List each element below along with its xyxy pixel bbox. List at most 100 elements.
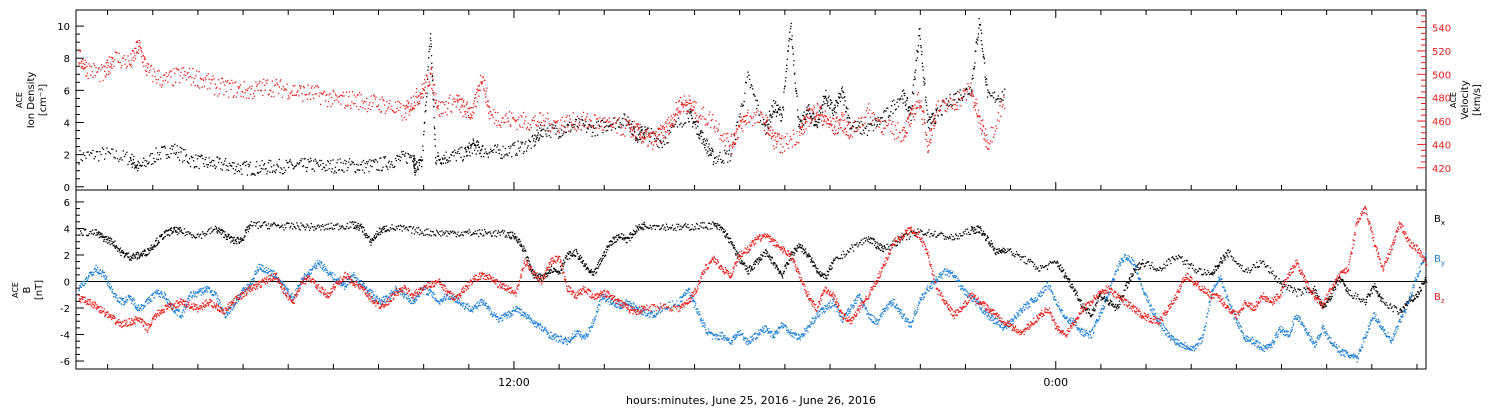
data-point bbox=[118, 160, 120, 162]
data-point bbox=[456, 152, 458, 154]
data-point bbox=[525, 141, 527, 143]
data-point bbox=[625, 238, 627, 240]
data-point bbox=[762, 255, 764, 257]
data-point bbox=[598, 260, 600, 262]
data-point bbox=[532, 119, 534, 121]
data-point bbox=[592, 126, 594, 128]
data-point bbox=[783, 137, 785, 139]
data-point bbox=[760, 112, 762, 114]
data-point bbox=[221, 228, 223, 231]
data-point bbox=[468, 142, 470, 144]
data-point bbox=[1102, 298, 1104, 300]
data-point bbox=[355, 226, 358, 228]
data-point bbox=[559, 272, 561, 274]
data-point bbox=[861, 244, 863, 246]
data-point bbox=[163, 236, 165, 239]
data-point bbox=[437, 105, 440, 107]
data-point bbox=[615, 122, 617, 125]
data-point bbox=[999, 250, 1001, 253]
data-point bbox=[1021, 256, 1023, 258]
data-point bbox=[1000, 97, 1002, 100]
data-point bbox=[876, 124, 879, 126]
data-point bbox=[331, 103, 333, 105]
data-point bbox=[507, 232, 509, 234]
data-point bbox=[429, 48, 431, 50]
data-point bbox=[498, 152, 500, 155]
data-point bbox=[378, 169, 380, 171]
data-point bbox=[346, 222, 349, 225]
data-point bbox=[945, 238, 947, 240]
data-point bbox=[825, 120, 827, 123]
data-point bbox=[821, 274, 823, 277]
data-point bbox=[773, 100, 775, 102]
data-point bbox=[357, 164, 359, 166]
data-point bbox=[541, 128, 543, 131]
data-point bbox=[217, 95, 219, 97]
data-point bbox=[795, 249, 798, 251]
data-point bbox=[579, 258, 581, 260]
data-point bbox=[835, 129, 837, 131]
data-point bbox=[175, 229, 177, 232]
data-point bbox=[819, 112, 822, 114]
data-point bbox=[742, 263, 744, 266]
data-point bbox=[236, 92, 238, 94]
data-point bbox=[420, 96, 422, 98]
data-point bbox=[661, 141, 663, 144]
data-point bbox=[1030, 260, 1032, 262]
data-point bbox=[464, 231, 466, 233]
data-point bbox=[133, 254, 135, 256]
data-point bbox=[736, 253, 738, 255]
data-point bbox=[710, 154, 712, 156]
data-point bbox=[357, 222, 359, 224]
data-point bbox=[977, 225, 979, 227]
data-point bbox=[849, 121, 851, 124]
data-point bbox=[566, 258, 568, 260]
data-point bbox=[189, 165, 192, 168]
data-point bbox=[98, 67, 100, 69]
data-point bbox=[299, 87, 301, 89]
data-point bbox=[229, 236, 231, 239]
data-point bbox=[196, 158, 199, 160]
data-point bbox=[479, 74, 482, 77]
data-point bbox=[645, 133, 647, 135]
data-point bbox=[84, 155, 86, 157]
data-point bbox=[540, 274, 542, 276]
data-point bbox=[373, 236, 375, 239]
data-point bbox=[455, 106, 457, 108]
data-point bbox=[483, 88, 485, 90]
data-point bbox=[109, 62, 112, 64]
data-point bbox=[562, 133, 564, 135]
data-point bbox=[418, 227, 420, 229]
data-point bbox=[1046, 268, 1049, 270]
data-point bbox=[783, 91, 785, 93]
data-point bbox=[746, 265, 748, 267]
data-point bbox=[980, 123, 982, 125]
data-point bbox=[523, 150, 525, 153]
data-point bbox=[832, 130, 834, 132]
data-point bbox=[321, 225, 323, 227]
data-point bbox=[149, 155, 151, 157]
data-point bbox=[469, 155, 471, 157]
data-point bbox=[758, 257, 760, 259]
data-point bbox=[362, 107, 364, 109]
data-point bbox=[425, 81, 427, 84]
data-point bbox=[808, 125, 810, 127]
data-point bbox=[686, 113, 688, 115]
data-point bbox=[805, 109, 808, 111]
data-point bbox=[421, 159, 424, 161]
data-point bbox=[486, 233, 488, 235]
data-point bbox=[691, 117, 693, 119]
data-point bbox=[756, 111, 758, 113]
data-point bbox=[157, 242, 159, 244]
data-point bbox=[505, 234, 507, 237]
data-point bbox=[414, 158, 416, 160]
data-point bbox=[148, 71, 150, 73]
data-point bbox=[366, 110, 369, 113]
data-point bbox=[83, 68, 85, 70]
data-point bbox=[815, 115, 817, 118]
data-point bbox=[168, 156, 170, 159]
data-point bbox=[601, 119, 603, 121]
data-point bbox=[923, 81, 925, 83]
data-point bbox=[820, 274, 822, 276]
data-point bbox=[210, 165, 212, 167]
